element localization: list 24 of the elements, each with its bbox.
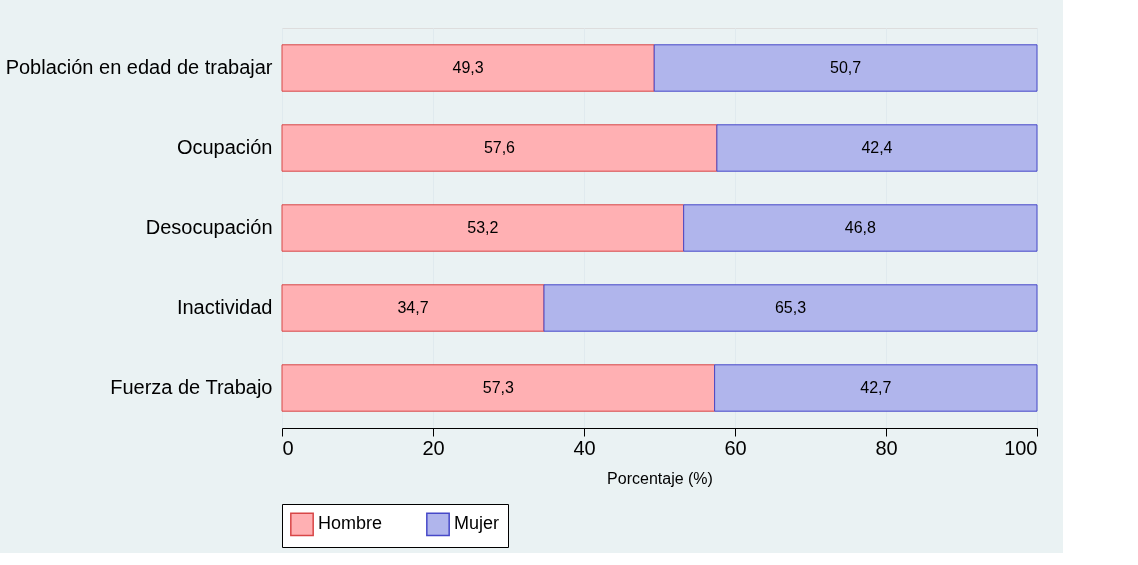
x-tick-label: 40: [573, 436, 596, 459]
data-label: 50,7: [830, 59, 862, 76]
legend-label: Mujer: [454, 513, 500, 534]
x-tick-label: 20: [422, 436, 445, 459]
data-label: 53,2: [467, 219, 499, 236]
data-label: 46,8: [844, 219, 876, 236]
data-label: 57,3: [482, 379, 514, 396]
y-tick-label: Ocupación: [176, 136, 273, 158]
data-label: 57,6: [483, 139, 516, 156]
data-label: 42,7: [860, 379, 892, 396]
x-tick-label: 80: [875, 436, 898, 459]
data-label: 65,3: [774, 299, 807, 316]
data-label: 34,7: [397, 299, 429, 316]
legend-label: Hombre: [318, 513, 383, 534]
y-tick-label: Población en edad de trabajar: [5, 56, 273, 78]
y-tick-label: Inactividad: [176, 296, 273, 318]
data-label: 49,3: [452, 59, 484, 76]
x-tick-label: 100: [1004, 436, 1038, 459]
y-tick-label: Desocupación: [145, 216, 273, 238]
x-tick-label: 0: [282, 436, 294, 459]
y-tick-label: Fuerza de Trabajo: [110, 376, 273, 398]
data-label: 42,4: [861, 139, 893, 156]
x-tick-label: 60: [724, 436, 747, 459]
x-axis-title: Porcentaje (%): [607, 469, 713, 487]
